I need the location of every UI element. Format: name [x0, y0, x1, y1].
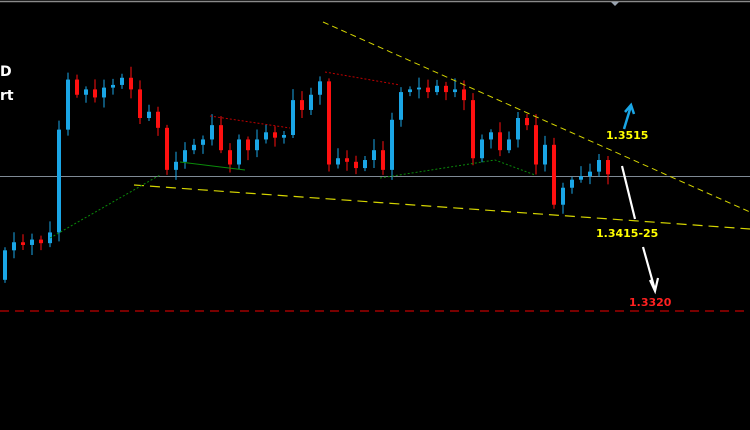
candle-body	[489, 132, 493, 140]
candle-body	[237, 139, 241, 165]
candle-body	[516, 118, 520, 140]
candle-body	[12, 242, 16, 251]
candle-body	[201, 139, 205, 145]
candle-body	[372, 150, 376, 161]
candle-body	[318, 81, 322, 95]
candle-body	[399, 92, 403, 120]
candle-body	[345, 158, 349, 162]
red-resistance-line-1	[209, 115, 291, 129]
support-label: 1.3415-25	[596, 227, 659, 240]
candle-body	[165, 127, 169, 170]
candle-body	[102, 87, 106, 98]
candle-body	[390, 119, 394, 170]
candle-body	[327, 81, 331, 165]
candle-body	[435, 85, 439, 93]
green-support-line-2	[379, 159, 536, 179]
candle-body	[66, 79, 70, 130]
candles	[3, 66, 610, 283]
candle-body	[282, 134, 286, 138]
candle-body	[192, 144, 196, 151]
red-resistance-line-2	[324, 71, 401, 86]
candle-body	[147, 111, 151, 119]
candle-body	[597, 160, 601, 172]
candle-body	[498, 132, 502, 151]
candle-body	[363, 160, 367, 169]
candle-body	[210, 125, 214, 140]
candle-body	[255, 139, 259, 151]
lower-trendline	[133, 184, 750, 230]
candle-body	[129, 77, 133, 90]
candle-body	[120, 77, 124, 85]
target-label: 1.3320	[629, 296, 672, 309]
shift-marker-icon[interactable]	[611, 2, 619, 6]
candle-body	[408, 89, 412, 93]
candle-body	[534, 125, 538, 165]
candle-body	[291, 100, 295, 135]
candle-body	[84, 89, 88, 95]
candle-body	[156, 111, 160, 128]
candle-body	[606, 160, 610, 175]
candle-body	[246, 139, 250, 151]
candle-body	[264, 132, 268, 140]
down-arrow-icon	[620, 165, 660, 295]
candle-body	[219, 125, 223, 151]
candle-body	[471, 100, 475, 159]
candle-body	[453, 89, 457, 93]
candle-body	[570, 179, 574, 188]
resistance-label: 1.3515	[606, 129, 649, 142]
candle-body	[93, 89, 97, 98]
candle-body	[273, 132, 277, 138]
candle-body	[228, 150, 232, 165]
green-support-line-1	[179, 161, 246, 171]
up-arrow-icon	[622, 102, 636, 130]
candle-body	[336, 158, 340, 165]
candle-body	[309, 94, 313, 110]
candle-body	[75, 79, 79, 95]
candle-body	[588, 171, 592, 177]
candle-body	[3, 250, 7, 280]
upper-trendline	[322, 21, 750, 213]
candle-body	[111, 84, 115, 88]
candle-body	[579, 176, 583, 180]
candle-body	[444, 85, 448, 93]
candle-body	[417, 87, 421, 90]
candle-body	[552, 144, 556, 205]
candle-body	[507, 139, 511, 151]
green-dotted-trendline	[49, 174, 161, 239]
side-title-line1: D	[0, 64, 12, 80]
candle-body	[30, 239, 34, 245]
candle-body	[354, 161, 358, 169]
candle-body	[138, 89, 142, 119]
candle-body	[381, 150, 385, 170]
candle-body	[21, 242, 25, 245]
candle-body	[183, 150, 187, 162]
candle-body	[57, 129, 61, 233]
candle-body	[561, 187, 565, 205]
candle-body	[426, 87, 430, 93]
candle-body	[480, 139, 484, 159]
candle-body	[462, 89, 466, 101]
side-title-line2: rt	[0, 88, 14, 104]
candle-body	[300, 100, 304, 110]
candle-body	[543, 144, 547, 165]
candle-body	[174, 161, 178, 170]
candle-body	[525, 118, 529, 126]
candle-body	[39, 239, 43, 244]
